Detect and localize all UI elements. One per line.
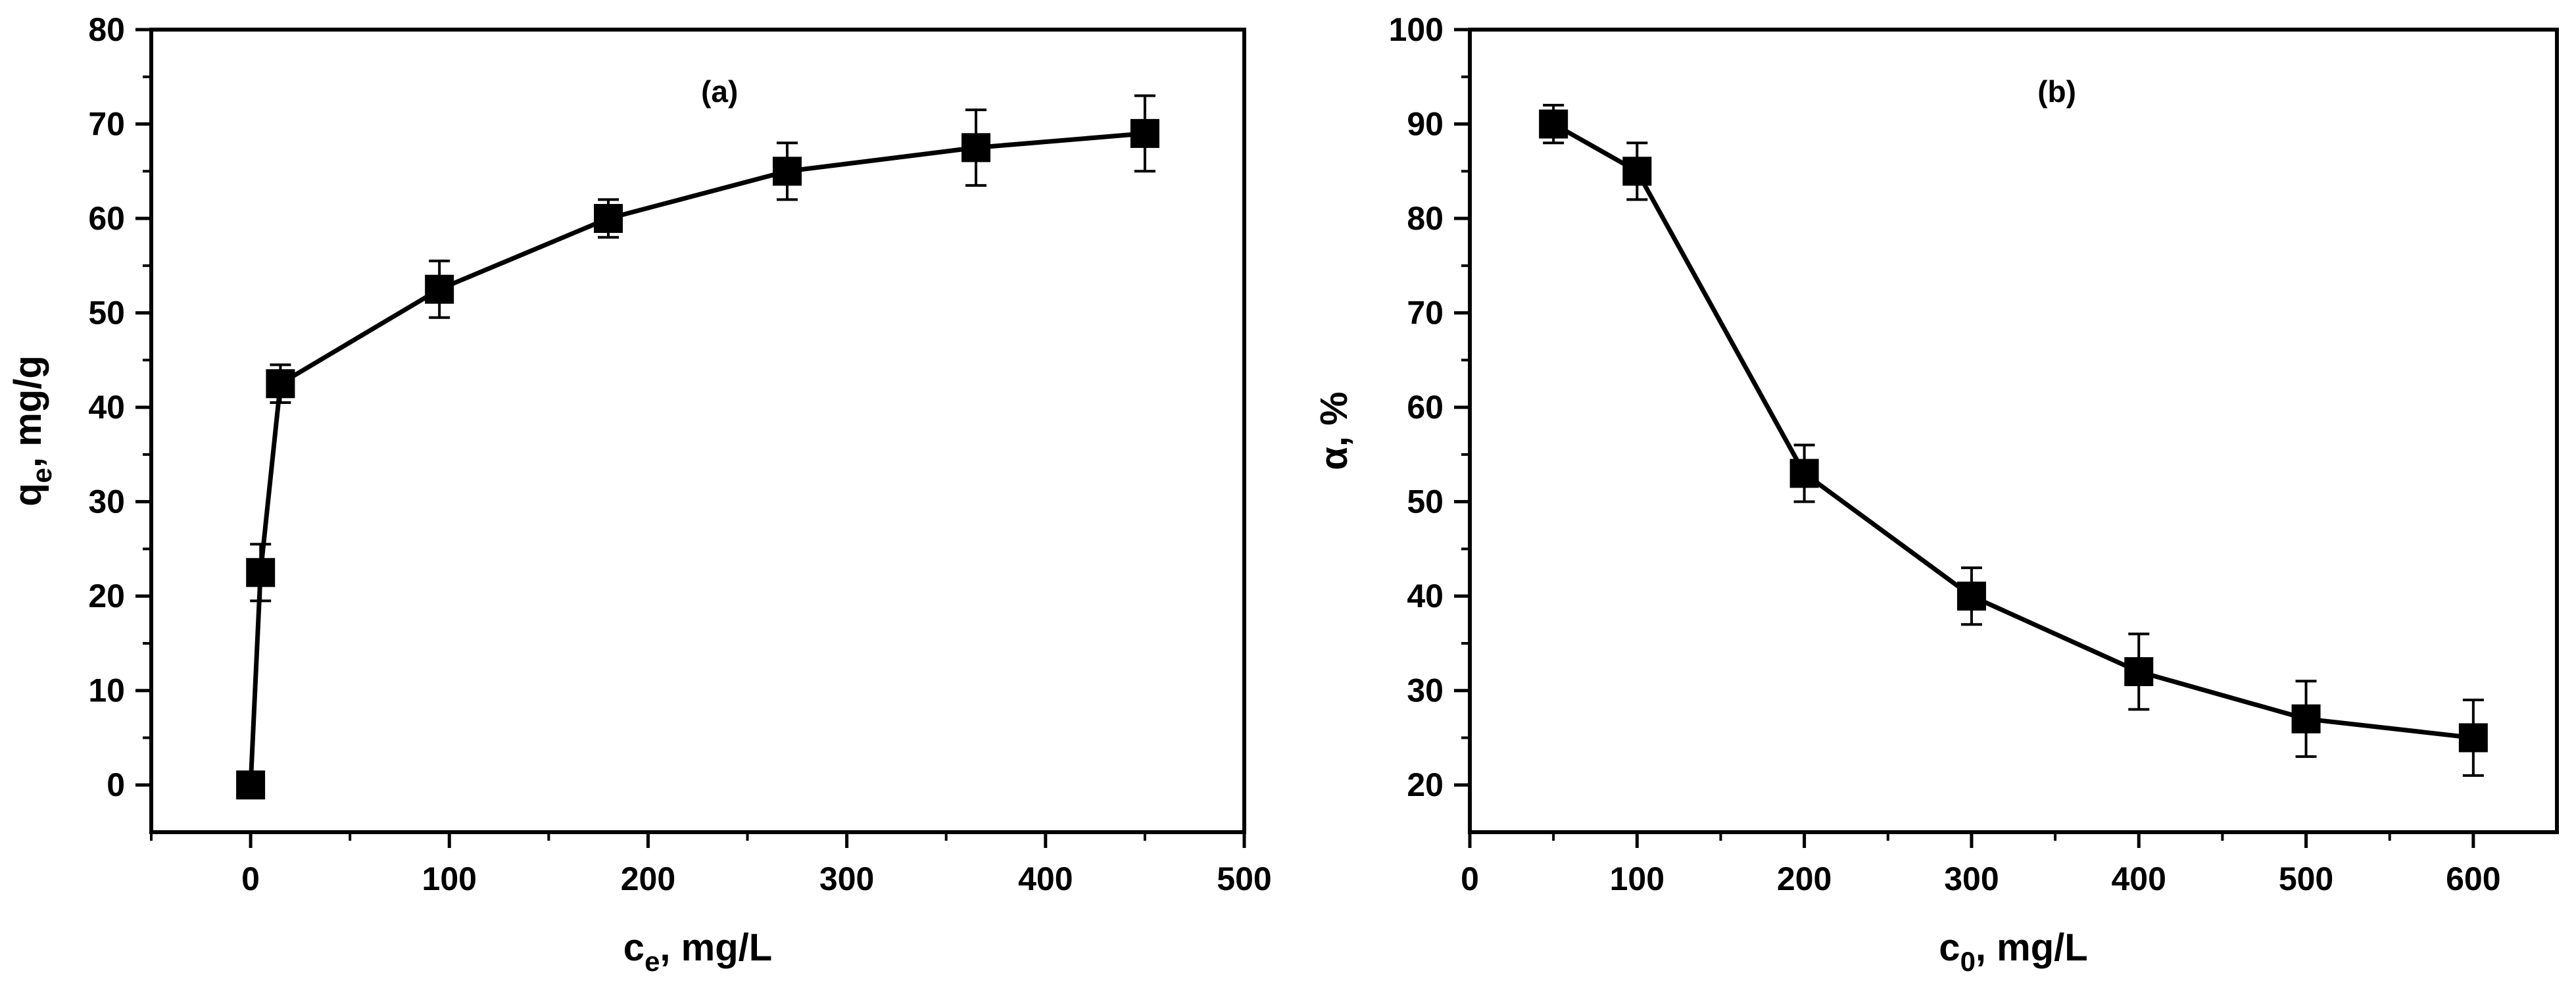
panel-b-plot-frame [1468,28,2559,834]
panel-a-x-tick-label: 200 [621,860,675,897]
panel-a-y-tick-label: 30 [88,484,125,520]
panel-b-y-tick-label: 80 [1407,200,1444,237]
panel-a-data-point [594,204,623,234]
panel-a-y-tick-label: 50 [88,295,125,332]
panel-b-x-tick-label: 600 [2446,860,2500,897]
panel-b-x-tick-label: 0 [1461,860,1479,897]
panel-b-y-tick-label: 40 [1407,578,1444,614]
panel-a-y-tick-label: 60 [88,200,125,237]
panel-a-y-tick-label: 0 [107,766,125,803]
panel-a-x-tick-label: 100 [422,860,477,897]
panel-a-y-tick-label: 70 [88,106,125,143]
panel-a-data-point [425,274,454,304]
panel-a-panel-label: (a) [701,74,738,109]
panel-b: 0 100 200 300 400 500 600 20 30 40 50 60 70 80 90 100 (b… [1313,11,2559,977]
panel-a-series-line [248,131,1146,785]
panel-a-x-tick-label: 0 [241,860,260,897]
panel-b-data-point [2124,657,2154,686]
panel-b-data-point [2458,723,2488,753]
panel-a-x-tick-label: 300 [819,860,874,897]
panel-a-x-axis-label: ce, mg/L [623,926,772,977]
panel-a-x-axis-label-main: c [623,926,644,969]
panel-a-y-axis-label-sub: e [26,468,57,483]
panel-b-x-tick-label: 300 [1944,860,1999,897]
panel-b-series-line [1552,122,2474,740]
panel-b-x-axis-label-main: c [1939,926,1960,969]
panel-a-x-tick-label: 500 [1217,860,1271,897]
panel-b-panel-label: (b) [2037,74,2076,109]
panel-a-data-point [236,770,266,800]
panel-b-data-point [1789,459,1819,488]
panel-b-y-tick-label: 90 [1407,106,1444,143]
panel-b-y-tick-label: 30 [1407,672,1444,709]
panel-a-y-axis-label-main: q [7,483,49,506]
panel-b-data-point [1539,109,1568,139]
panel-b-x-axis-label-sub: 0 [1960,946,1976,977]
panel-a-x-axis-label-rest: , mg/L [660,926,772,969]
panel-b-x-axis-label: c0, mg/L [1939,926,2087,977]
panel-a-y-axis-label-rest: , mg/g [7,355,49,468]
panel-a-x-axis-label-sub: e [644,946,660,977]
panel-b-y-tick-label: 100 [1389,11,1444,48]
panel-b-data-point [1956,582,1986,611]
panel-a-y-tick-label: 40 [88,389,125,426]
panel-a-data-point [772,157,802,186]
panel-a-data-point [246,558,276,587]
panel-b-data-point [1622,157,1652,186]
panel-b-x-tick-label: 500 [2279,860,2333,897]
panel-b-y-tick-label: 70 [1407,295,1444,332]
panel-a-data-point [961,133,991,162]
panel-a-y-tick-label: 20 [88,578,125,614]
panel-b-y-tick-label: 20 [1407,766,1444,803]
panel-b-x-tick-label: 100 [1610,860,1665,897]
panel-b-data-point [2291,704,2321,733]
panel-a-plot-frame [149,28,1246,834]
panel-a-y-axis-label: qe, mg/g [7,355,57,507]
panel-b-y-axis-label: α, % [1313,391,1355,470]
panel-b-x-axis-label-rest: , mg/L [1976,926,2088,969]
panel-a-y-tick-label: 10 [88,672,125,709]
panel-a-x-tick-label: 400 [1018,860,1073,897]
panel-b-y-tick-label: 50 [1407,484,1444,520]
panel-b-y-axis-label-main: α, % [1313,391,1355,470]
panel-a-data-point [266,369,295,399]
panel-b-x-tick-label: 200 [1777,860,1832,897]
panel-b-x-tick-label: 400 [2112,860,2166,897]
panel-a-data-point [1130,118,1159,148]
panel-a: 0 100 200 300 400 50001020304050607080(a)ce, … [7,11,1272,977]
panel-a-y-tick-label: 80 [88,11,125,48]
panel-b-y-tick-label: 60 [1407,389,1444,426]
